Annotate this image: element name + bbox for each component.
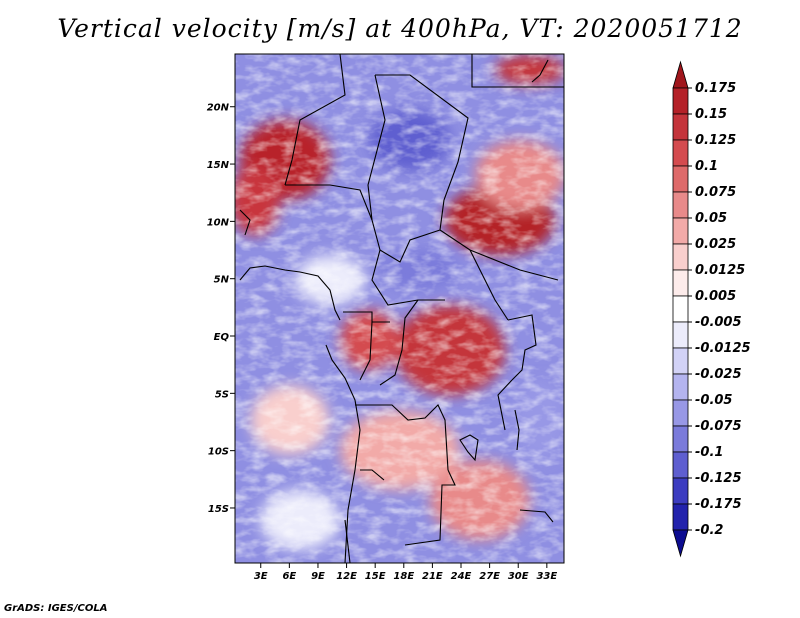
lon-tick-label: 6E (282, 571, 296, 582)
colorbar-label: -0.005 (695, 315, 742, 330)
colorbar-swatch (672, 269, 689, 297)
lat-tick-label: 5N (214, 275, 230, 286)
colorbar-swatch (672, 503, 689, 531)
lon-tick-label: 15E (365, 571, 386, 582)
colorbar-label: 0.175 (695, 81, 736, 96)
lon-tick-label: 18E (393, 571, 414, 582)
country-borders (239, 54, 564, 563)
lat-tick-label: 15S (208, 504, 229, 515)
colorbar: 0.175 0.15 0.125 0.1 0.075 0.05 0.025 0.0125 0.0… (672, 60, 751, 558)
colorbar-swatch (672, 529, 689, 558)
lat-tick-label: 5S (215, 389, 229, 400)
colorbar-label: 0.025 (695, 237, 736, 252)
colorbar-swatch (672, 243, 689, 271)
colorbar-label: -0.025 (695, 367, 742, 382)
lon-tick-label: 33E (536, 571, 557, 582)
colorbar-swatch (672, 425, 689, 453)
colorbar-label: 0.125 (695, 133, 736, 148)
colorbar-label: -0.2 (695, 523, 723, 538)
colorbar-swatch (672, 477, 689, 505)
colorbar-label: 0.0125 (695, 263, 745, 278)
lon-tick-label: 21E (422, 571, 443, 582)
colorbar-label: 0.05 (695, 211, 727, 226)
colorbar-label: -0.05 (695, 393, 732, 408)
colorbar-swatch (672, 165, 689, 193)
colorbar-label: -0.125 (695, 471, 742, 486)
colorbar-swatch (672, 139, 689, 167)
colorbar-swatch (672, 451, 689, 479)
latitude-axis: 20N 15N 10N 5N EQ 5S 10S 15S (207, 103, 235, 515)
map-frame (234, 53, 565, 564)
lon-tick-label: 9E (311, 571, 325, 582)
colorbar-swatch (672, 191, 689, 219)
colorbar-label: -0.0125 (695, 341, 751, 356)
credit-text: GrADS: IGES/COLA (4, 603, 108, 614)
lon-tick-label: 30E (508, 571, 529, 582)
longitude-axis: 3E 6E 9E 12E 15E 18E 21E 24E 27E 30E 33E (254, 563, 557, 582)
colorbar-swatch (672, 347, 689, 375)
lat-tick-label: 20N (207, 103, 230, 114)
colorbar-label: 0.075 (695, 185, 736, 200)
colorbar-label: -0.1 (695, 445, 723, 460)
colorbar-label: 0.005 (695, 289, 736, 304)
lon-tick-label: 12E (336, 571, 357, 582)
colorbar-swatch (672, 399, 689, 427)
colorbar-swatch (672, 217, 689, 245)
lat-tick-label: 15N (207, 160, 230, 171)
lon-tick-label: 3E (254, 571, 268, 582)
colorbar-swatch (672, 295, 689, 323)
chart-title: Vertical velocity [m/s] at 400hPa, VT: 2… (57, 14, 743, 43)
map-field (235, 54, 564, 563)
lat-tick-label: 10N (207, 217, 230, 228)
colorbar-label: 0.1 (695, 159, 718, 174)
field-texture (235, 54, 564, 563)
colorbar-swatch (672, 87, 689, 115)
colorbar-label: -0.075 (695, 419, 742, 434)
colorbar-label: -0.175 (695, 497, 742, 512)
colorbar-swatch (672, 373, 689, 401)
colorbar-swatch (672, 321, 689, 349)
colorbar-swatch (672, 113, 689, 141)
lon-tick-label: 24E (451, 571, 472, 582)
lon-tick-label: 27E (479, 571, 500, 582)
lat-tick-label: EQ (214, 332, 230, 343)
colorbar-label: 0.15 (695, 107, 727, 122)
lat-tick-label: 10S (208, 447, 229, 458)
colorbar-swatch (672, 60, 689, 89)
